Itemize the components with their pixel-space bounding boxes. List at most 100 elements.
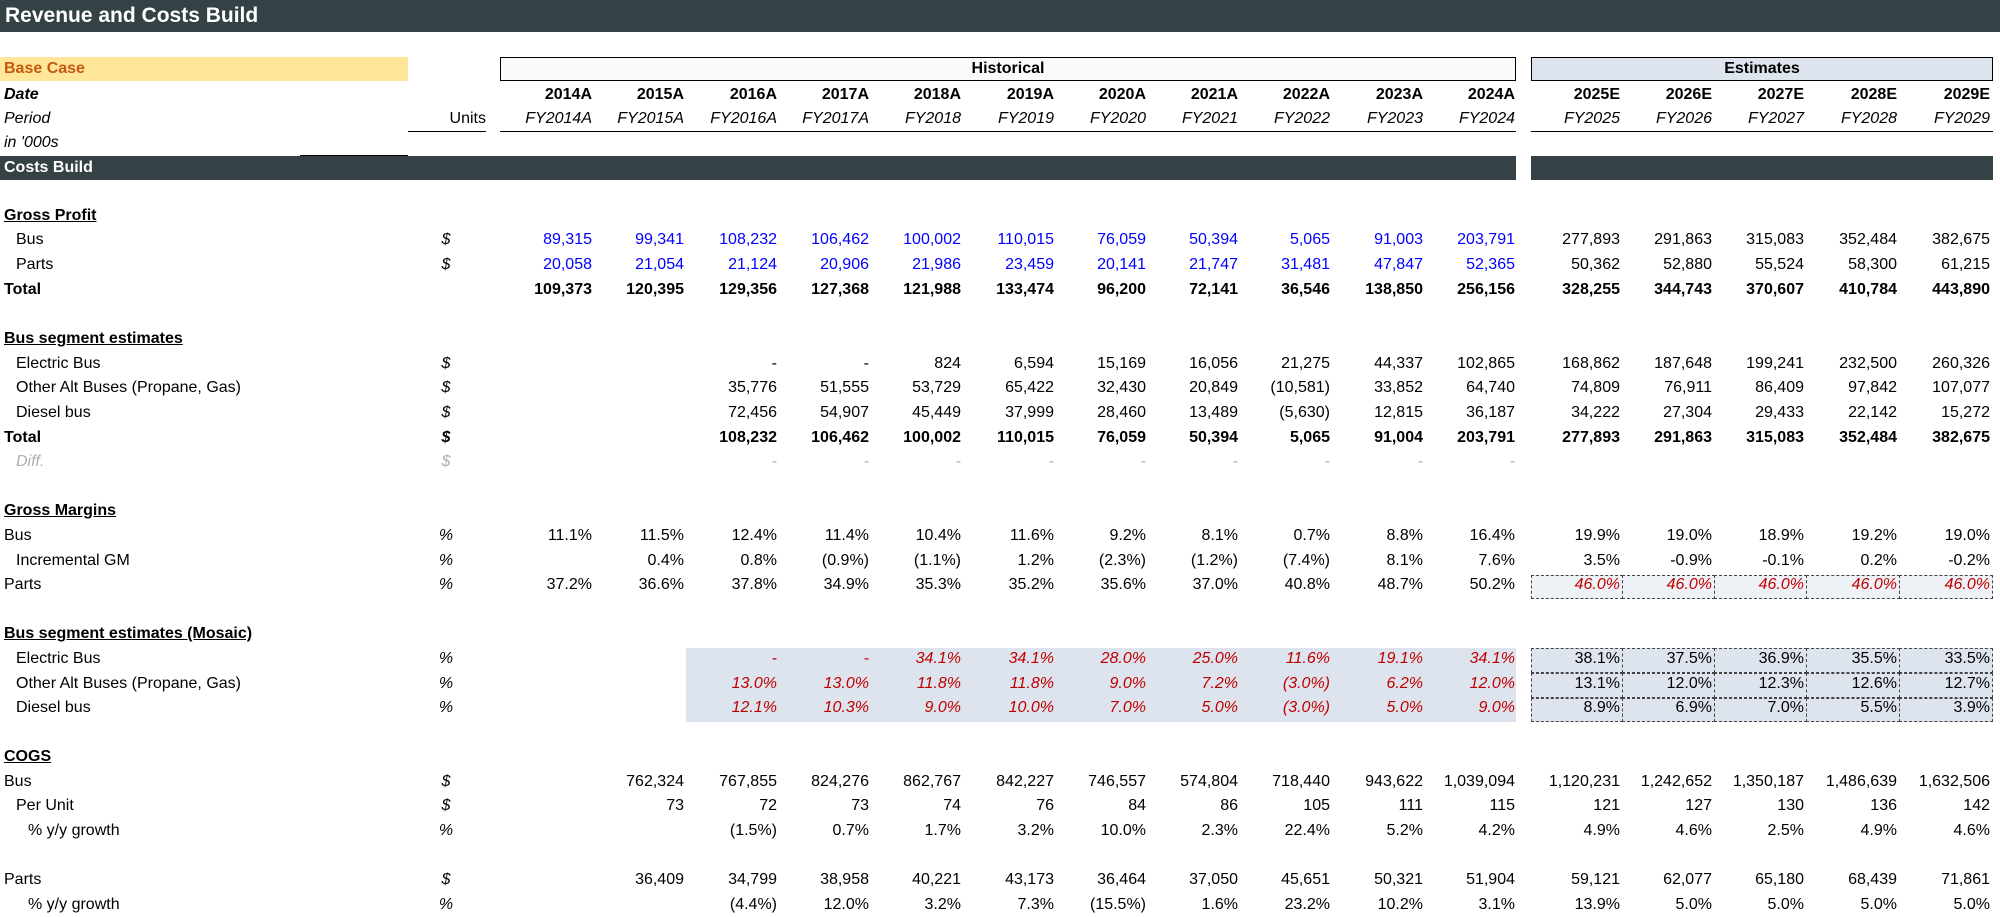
value-cell[interactable]: 36,187 bbox=[1466, 404, 1515, 421]
period-header-FY2016A[interactable]: FY2016A bbox=[710, 110, 777, 127]
value-cell[interactable]: 52,365 bbox=[1466, 256, 1515, 273]
year-header-2019A[interactable]: 2019A bbox=[1006, 86, 1054, 103]
value-cell[interactable]: 13.0% bbox=[823, 675, 869, 692]
value-cell[interactable]: 19.0% bbox=[1944, 527, 1990, 544]
value-cell[interactable]: 8.1% bbox=[1386, 552, 1423, 569]
value-cell[interactable]: - bbox=[863, 355, 869, 372]
value-cell[interactable]: 0.4% bbox=[647, 552, 684, 569]
value-cell[interactable]: 11.4% bbox=[824, 527, 869, 544]
value-cell[interactable]: -0.2% bbox=[1948, 552, 1990, 569]
unit-cell[interactable]: $ bbox=[441, 453, 451, 470]
value-cell[interactable]: 22,142 bbox=[1848, 404, 1897, 421]
value-cell[interactable]: 130 bbox=[1777, 797, 1804, 814]
value-cell[interactable]: 127 bbox=[1685, 797, 1712, 814]
value-cell[interactable]: 18.9% bbox=[1758, 527, 1804, 544]
value-cell[interactable]: 1,039,094 bbox=[1443, 773, 1515, 790]
value-cell[interactable]: 108,232 bbox=[719, 231, 777, 248]
row-label-cogs[interactable]: COGS bbox=[4, 748, 52, 765]
row-label-parts[interactable]: Parts bbox=[4, 871, 42, 888]
value-cell[interactable]: 1.7% bbox=[924, 822, 961, 839]
value-cell[interactable]: 8.1% bbox=[1201, 527, 1238, 544]
value-cell[interactable]: 100,002 bbox=[903, 429, 961, 446]
value-cell[interactable]: 10.4% bbox=[915, 527, 961, 544]
period-header-FY2029[interactable]: FY2029 bbox=[1933, 110, 1990, 127]
value-cell[interactable]: (7.4%) bbox=[1282, 552, 1330, 569]
value-cell[interactable]: (15.5%) bbox=[1089, 896, 1146, 913]
value-cell[interactable]: - bbox=[1140, 453, 1146, 470]
value-cell[interactable]: 5.2% bbox=[1386, 822, 1423, 839]
value-cell[interactable]: 5.0% bbox=[1201, 699, 1238, 716]
value-cell[interactable]: 28,460 bbox=[1097, 404, 1146, 421]
row-label-diff[interactable]: Diff. bbox=[16, 453, 45, 470]
value-cell[interactable]: 21,275 bbox=[1281, 355, 1330, 372]
value-cell[interactable]: 31,481 bbox=[1281, 256, 1330, 273]
value-cell[interactable]: 0.8% bbox=[740, 552, 777, 569]
value-cell[interactable]: 11.6% bbox=[1285, 650, 1330, 667]
value-cell[interactable]: 3.5% bbox=[1583, 552, 1620, 569]
value-cell[interactable]: 51,555 bbox=[820, 379, 869, 396]
value-cell[interactable]: 9.0% bbox=[924, 699, 961, 716]
row-label-bus[interactable]: Bus bbox=[4, 773, 32, 790]
value-cell[interactable]: 74,809 bbox=[1571, 379, 1620, 396]
value-cell[interactable]: 7.6% bbox=[1478, 552, 1515, 569]
value-cell[interactable]: 277,893 bbox=[1562, 231, 1620, 248]
value-cell[interactable]: 5,065 bbox=[1289, 429, 1330, 446]
value-cell[interactable]: 96,200 bbox=[1097, 281, 1146, 298]
value-cell[interactable]: 20,906 bbox=[820, 256, 869, 273]
value-cell[interactable]: 34.1% bbox=[915, 650, 961, 667]
value-cell[interactable]: 20,141 bbox=[1097, 256, 1146, 273]
value-cell[interactable]: 34.1% bbox=[1008, 650, 1054, 667]
scenario-selector[interactable]: Base Case bbox=[0, 57, 408, 81]
value-cell[interactable]: 89,315 bbox=[543, 231, 592, 248]
value-cell[interactable]: 110,015 bbox=[997, 429, 1054, 446]
row-label-other-alt-buses-propane-gas[interactable]: Other Alt Buses (Propane, Gas) bbox=[16, 675, 241, 692]
value-cell[interactable]: (10,581) bbox=[1270, 379, 1330, 396]
value-cell[interactable]: 37.2% bbox=[546, 576, 592, 593]
value-cell[interactable]: 352,484 bbox=[1839, 429, 1897, 446]
value-cell[interactable]: 12,815 bbox=[1374, 404, 1423, 421]
row-label-bus[interactable]: Bus bbox=[16, 231, 44, 248]
value-cell[interactable]: - bbox=[863, 453, 869, 470]
value-cell[interactable]: 746,557 bbox=[1088, 773, 1146, 790]
value-cell[interactable]: 129,356 bbox=[719, 281, 777, 298]
value-cell[interactable]: 120,395 bbox=[626, 281, 684, 298]
value-cell[interactable]: 12.1% bbox=[731, 699, 777, 716]
year-header-2020A[interactable]: 2020A bbox=[1098, 86, 1146, 103]
value-cell[interactable]: (3.0%) bbox=[1282, 699, 1330, 716]
value-cell[interactable]: 2.5% bbox=[1767, 822, 1804, 839]
value-cell[interactable]: 0.7% bbox=[832, 822, 869, 839]
value-cell[interactable]: 102,865 bbox=[1457, 355, 1515, 372]
value-cell[interactable]: 1,242,652 bbox=[1640, 773, 1712, 790]
year-header-2026E[interactable]: 2026E bbox=[1665, 86, 1712, 103]
value-cell[interactable]: 34.9% bbox=[823, 576, 869, 593]
value-cell[interactable]: 21,124 bbox=[728, 256, 777, 273]
row-label-diesel-bus[interactable]: Diesel bus bbox=[16, 699, 91, 716]
unit-cell[interactable]: $ bbox=[441, 429, 451, 446]
value-cell[interactable]: 5,065 bbox=[1289, 231, 1330, 248]
value-cell[interactable]: 12.3% bbox=[1758, 675, 1804, 692]
value-cell[interactable]: 34.1% bbox=[1469, 650, 1515, 667]
unit-cell[interactable]: % bbox=[438, 822, 454, 839]
value-cell[interactable]: 13.0% bbox=[731, 675, 777, 692]
value-cell[interactable]: 91,003 bbox=[1374, 231, 1423, 248]
year-header-2018A[interactable]: 2018A bbox=[913, 86, 961, 103]
value-cell[interactable]: 138,850 bbox=[1365, 281, 1423, 298]
year-header-2024A[interactable]: 2024A bbox=[1467, 86, 1515, 103]
value-cell[interactable]: 76 bbox=[1036, 797, 1054, 814]
value-cell[interactable]: 5.5% bbox=[1860, 699, 1897, 716]
value-cell[interactable]: 76,059 bbox=[1097, 231, 1146, 248]
period-header-FY2014A[interactable]: FY2014A bbox=[525, 110, 592, 127]
year-header-2017A[interactable]: 2017A bbox=[821, 86, 869, 103]
value-cell[interactable]: 168,862 bbox=[1562, 355, 1620, 372]
value-cell[interactable]: 106,462 bbox=[811, 231, 869, 248]
value-cell[interactable]: 7.3% bbox=[1017, 896, 1054, 913]
value-cell[interactable]: 50,321 bbox=[1374, 871, 1423, 888]
value-cell[interactable]: 9.2% bbox=[1109, 527, 1146, 544]
value-cell[interactable]: 46.0% bbox=[1851, 576, 1897, 593]
value-cell[interactable]: (5,630) bbox=[1279, 404, 1330, 421]
value-cell[interactable]: 232,500 bbox=[1839, 355, 1897, 372]
value-cell[interactable]: 762,324 bbox=[626, 773, 684, 790]
value-cell[interactable]: 1.2% bbox=[1017, 552, 1054, 569]
value-cell[interactable]: - bbox=[771, 355, 777, 372]
value-cell[interactable]: 21,747 bbox=[1189, 256, 1238, 273]
